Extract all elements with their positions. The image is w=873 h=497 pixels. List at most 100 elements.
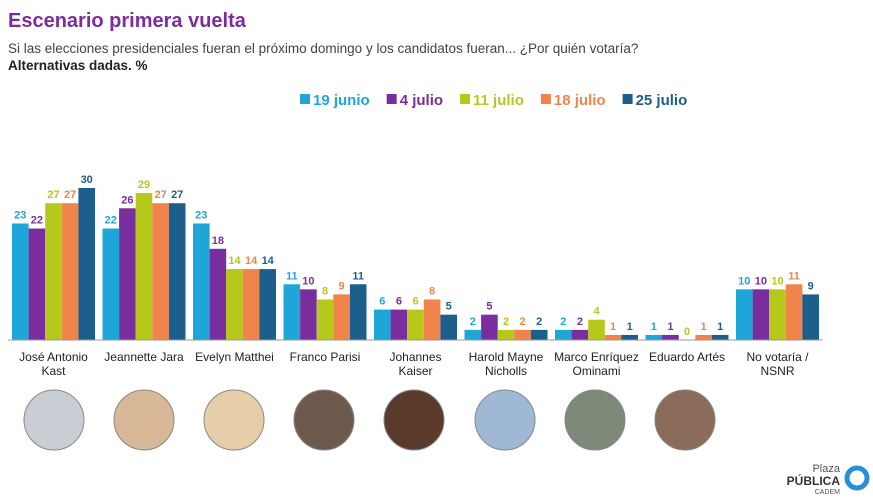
value-label: 6 (412, 296, 418, 308)
value-label: 29 (138, 179, 150, 191)
photo (654, 389, 716, 451)
value-label: 11 (788, 270, 800, 282)
category-label: Eduardo Artés (648, 350, 726, 364)
value-label: 11 (352, 270, 364, 282)
legend-swatch (622, 94, 633, 104)
value-label: 23 (195, 209, 207, 221)
value-label: 1 (717, 321, 723, 333)
bar (736, 289, 753, 340)
value-label: 2 (536, 316, 542, 328)
legend-label: 4 julio (400, 92, 443, 109)
value-label: 2 (560, 316, 566, 328)
bar (464, 329, 482, 340)
value-label: 10 (738, 275, 750, 287)
value-label: 10 (302, 275, 314, 287)
bar (514, 329, 531, 340)
value-label: 6 (396, 296, 402, 308)
category-label: Evelyn Matthei (195, 350, 274, 364)
value-label: 9 (339, 280, 345, 292)
bar (440, 314, 457, 340)
bar (61, 203, 79, 340)
value-label: 6 (379, 296, 385, 308)
bar (571, 329, 589, 340)
value-label: 18 (212, 235, 224, 247)
value-label: 22 (105, 215, 117, 227)
category-label: No votaría / NSNR (746, 350, 809, 378)
bar (555, 329, 572, 340)
legend-swatch (300, 94, 310, 104)
bar (645, 334, 663, 340)
photo (23, 389, 85, 451)
value-label: 27 (47, 189, 59, 201)
value-label: 30 (81, 174, 93, 186)
bar (333, 294, 350, 340)
bar (300, 289, 317, 340)
value-label: 11 (286, 270, 298, 282)
category-label: Johannes Kaiser (389, 350, 442, 378)
value-label: 26 (121, 194, 133, 206)
photo (474, 389, 536, 451)
value-label: 1 (651, 321, 657, 333)
bar (12, 223, 29, 340)
value-label: 2 (503, 316, 509, 328)
legend-label: 11 julio (473, 92, 524, 109)
bar (78, 188, 95, 340)
bar (530, 329, 548, 340)
category-label: Harold Mayne Nicholls (468, 350, 544, 378)
bar (28, 228, 46, 340)
bar (662, 334, 679, 340)
legend-label: 19 junio (313, 92, 370, 109)
value-label: 1 (667, 321, 673, 333)
value-label: 27 (64, 189, 76, 201)
legend-label: 18 julio (554, 92, 606, 109)
bar (45, 203, 62, 340)
value-label: 10 (755, 275, 767, 287)
bar (374, 309, 391, 340)
bar (407, 309, 424, 340)
category-label: José Antonio Kast (19, 350, 88, 378)
bar (785, 284, 803, 340)
value-label: 5 (446, 301, 452, 313)
logo-text: Plaza (812, 463, 840, 475)
bar (497, 329, 515, 340)
value-label: 4 (593, 306, 600, 318)
value-label: 0 (684, 326, 690, 338)
value-label: 22 (31, 215, 43, 227)
bar (588, 319, 605, 340)
bar (711, 334, 729, 340)
category-label: Jeannette Jara (104, 350, 184, 364)
logo-mark (844, 465, 870, 491)
logo-text: CADEM (815, 489, 840, 496)
value-label: 5 (486, 301, 492, 313)
photo (113, 389, 175, 451)
photo (564, 389, 626, 451)
subtitle: Si las elecciones presidenciales fueran … (8, 41, 638, 56)
value-label: 23 (14, 209, 26, 221)
value-label: 14 (228, 255, 241, 267)
value-label: 1 (701, 321, 707, 333)
value-label: 8 (429, 285, 435, 297)
value-label: 14 (262, 255, 275, 267)
value-label: 2 (470, 316, 476, 328)
bar (135, 193, 153, 340)
photos (23, 389, 716, 451)
value-label: 2 (577, 316, 583, 328)
chart-title: Escenario primera vuelta (8, 10, 247, 32)
bar (695, 334, 712, 340)
value-label: 8 (322, 285, 328, 297)
bar (752, 289, 770, 340)
bar (621, 334, 638, 340)
value-label: 10 (771, 275, 783, 287)
legend-swatch (540, 94, 551, 104)
value-label: 1 (627, 321, 633, 333)
value-label: 9 (808, 280, 814, 292)
bar (423, 299, 441, 340)
bar (209, 248, 227, 340)
bar (349, 284, 367, 340)
logo-text: PÚBLICA (787, 473, 841, 488)
bar (242, 269, 260, 340)
bar (802, 294, 819, 340)
bar (152, 203, 169, 340)
bar (769, 289, 786, 340)
